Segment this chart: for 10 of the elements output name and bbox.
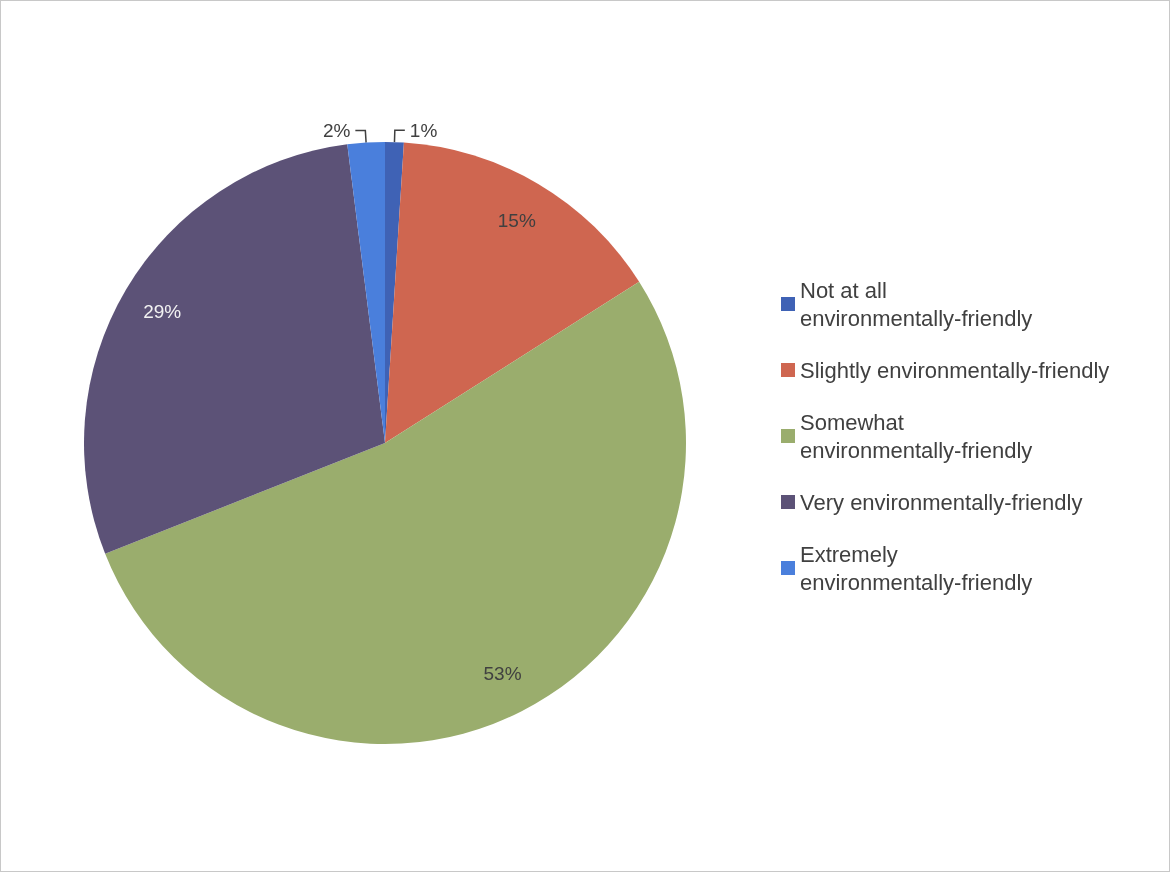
data-label: 29% (143, 300, 182, 322)
data-label: 15% (497, 209, 536, 231)
legend-label: Somewhat environmentally-friendly (800, 409, 1033, 463)
legend-label: Extremely environmentally-friendly (800, 541, 1033, 595)
legend-label: Very environmentally-friendly (800, 489, 1083, 515)
data-label: 2% (322, 120, 351, 142)
legend-label: Slightly environmentally-friendly (800, 357, 1110, 383)
legend-label: Not at all environmentally-friendly (800, 277, 1033, 331)
data-label: 53% (483, 663, 522, 685)
data-label: 1% (409, 119, 438, 141)
